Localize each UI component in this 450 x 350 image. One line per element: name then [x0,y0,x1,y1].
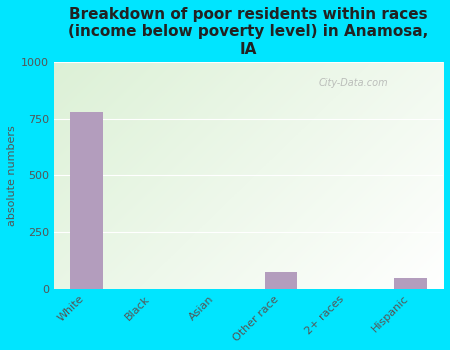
Bar [265,272,297,289]
Bar [70,112,103,289]
Y-axis label: absolute numbers: absolute numbers [7,125,17,226]
Text: City-Data.com: City-Data.com [319,78,388,88]
Bar [394,278,427,289]
Title: Breakdown of poor residents within races
(income below poverty level) in Anamosa: Breakdown of poor residents within races… [68,7,429,57]
